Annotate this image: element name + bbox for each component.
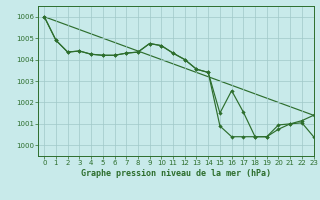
X-axis label: Graphe pression niveau de la mer (hPa): Graphe pression niveau de la mer (hPa) — [81, 169, 271, 178]
